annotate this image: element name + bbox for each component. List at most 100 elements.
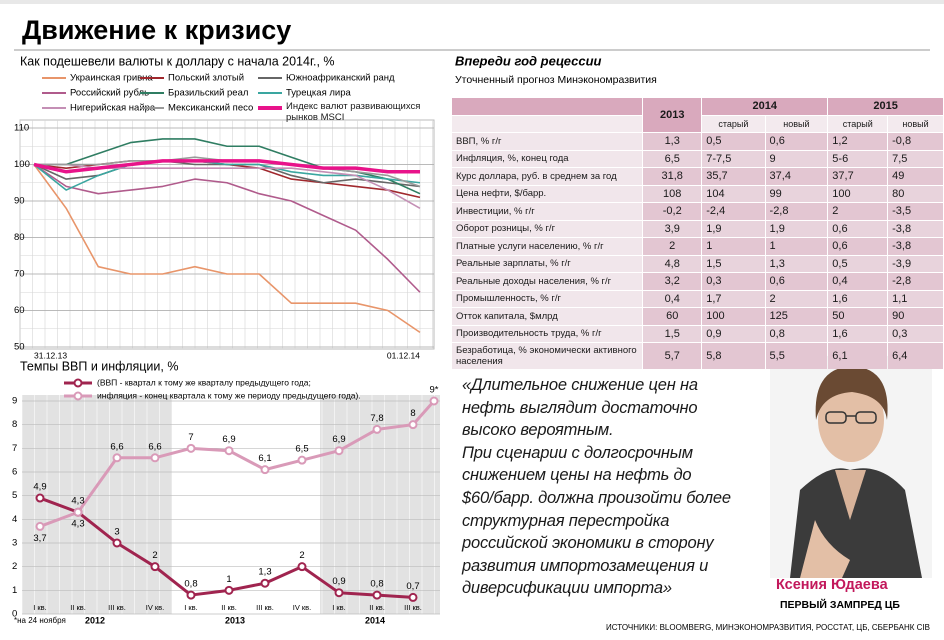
y-tick-label: 110 (14, 123, 29, 134)
cell: 0,6 (765, 273, 828, 290)
point (334, 446, 344, 456)
value-label: 6,9 (222, 434, 235, 445)
cell: 0,3 (888, 325, 943, 342)
cell: 5-6 (828, 150, 888, 167)
cell: 1 (702, 238, 765, 255)
series-line (33, 164, 421, 334)
cell: 60 (643, 308, 702, 325)
x-tick-label: I кв. (332, 603, 346, 612)
table-title: Впереди год рецессии (455, 53, 602, 68)
value-label: 0,7 (406, 581, 419, 592)
row-label: Реальные доходы населения, % г/г (452, 273, 643, 290)
legend-label: Бразильский реал (168, 88, 248, 99)
legend-label-box: Индекс валют развивающихся рынков MSCI (286, 101, 420, 123)
quote-line: российской экономики в сторону (462, 534, 714, 553)
cell: 2 (643, 238, 702, 255)
row-label: Инфляция, %, конец года (452, 150, 643, 167)
cell: 7-7,5 (702, 150, 765, 167)
row-label: Реальные зарплаты, % г/г (452, 255, 643, 272)
y-tick-label: 60 (14, 305, 25, 316)
cell: -3,8 (888, 238, 943, 255)
cell: 108 (643, 185, 702, 202)
value-label: 7 (188, 432, 193, 443)
person-position: ПЕРВЫЙ ЗАМПРЕД ЦБ (780, 598, 900, 611)
year-header: 2013 (643, 98, 702, 132)
x-tick-label: II кв. (70, 603, 86, 612)
year-label: 2012 (85, 615, 105, 625)
cell: -2,4 (702, 203, 765, 220)
cell: 0,6 (765, 133, 828, 150)
cell: 104 (702, 185, 765, 202)
cell: 1,9 (765, 220, 828, 237)
cell: -2,8 (888, 273, 943, 290)
value-label: 8 (410, 408, 415, 419)
cell: 49 (888, 168, 943, 185)
y-tick-label: 50 (14, 342, 25, 353)
point (429, 396, 439, 406)
point (408, 592, 418, 602)
quote-line: При сценарии с долгосрочным (462, 443, 693, 462)
cell: 7,5 (888, 150, 943, 167)
cell: -3,5 (888, 203, 943, 220)
row-label: Безработица, % экономически активного на… (452, 343, 643, 369)
point (372, 590, 382, 600)
value-label: 6,5 (295, 444, 308, 455)
table-row: Инвестиции, % г/г -0,2 -2,4 -2,8 2 -3,5 (452, 203, 943, 220)
legend-marker (73, 391, 83, 401)
point (372, 424, 382, 434)
point (150, 562, 160, 572)
y-tick-label: 7 (12, 443, 17, 454)
cell: 35,7 (702, 168, 765, 185)
x-tick-label: III кв. (256, 603, 274, 612)
x-tick-label: I кв. (33, 603, 47, 612)
point (35, 493, 45, 503)
row-label: ВВП, % г/г (452, 133, 643, 150)
legend-label: Украинская гривна (70, 73, 153, 84)
value-label: 6,1 (258, 453, 271, 464)
row-label: Инвестиции, % г/г (452, 203, 643, 220)
value-label: 6,9 (332, 434, 345, 445)
cell: 1,2 (828, 133, 888, 150)
y-tick-label: 2 (12, 561, 17, 572)
point (297, 455, 307, 465)
quote-line: структурная перестройка (462, 511, 670, 530)
person-name: Ксения Юдаева (776, 577, 889, 593)
cell: 37,7 (828, 168, 888, 185)
quote-line: «Длительное снижение цен на (462, 376, 698, 394)
point (224, 585, 234, 595)
value-label: 4,9 (33, 482, 46, 493)
cell: 1 (765, 238, 828, 255)
table-row: Реальные зарплаты, % г/г 4,8 1,5 1,3 0,5 -3,9 (452, 255, 943, 272)
quote-line: снижением цены на нефть до (462, 466, 692, 485)
subheader: старый (702, 115, 765, 132)
table-row: Инфляция, %, конец года 6,5 7-7,5 9 5-6 7,5 (452, 150, 943, 167)
cell: 3,2 (643, 273, 702, 290)
point (408, 420, 418, 430)
cell: 37,4 (765, 168, 828, 185)
cell: 1,3 (765, 255, 828, 272)
table-row: Платные услуги населению, % г/г 2 1 1 0,6 -3,… (452, 238, 943, 255)
table-subtitle: Уточненный прогноз Минэкономразвития (455, 74, 657, 86)
x-tick-label: IV кв. (146, 603, 165, 612)
table-row: Производительность труда, % г/г 1,5 0,9 0,8… (452, 325, 943, 342)
subheader: новый (765, 115, 828, 132)
legend-label: (ВВП - квартал к тому же кварталу предыд… (97, 377, 311, 387)
table-row: Безработица, % экономически активного на… (452, 343, 943, 369)
quote-line: $60/барр. должна произойти более (462, 488, 731, 507)
x-tick-label: 31.12.13 (34, 350, 67, 360)
cell: 0,9 (702, 325, 765, 342)
cell: -2,8 (765, 203, 828, 220)
y-tick-label: 80 (14, 232, 25, 243)
chart1-title: Как подешевели валюты к доллару с начала… (20, 54, 335, 68)
y-tick-label: 6 (12, 467, 17, 478)
cell: 125 (765, 308, 828, 325)
table-row: Промышленность, % г/г 0,4 1,7 2 1,6 1,1 (452, 290, 943, 307)
cell: 6,4 (888, 343, 943, 369)
cell: 1,1 (888, 290, 943, 307)
row-label: Курс доллара, руб. в среднем за год (452, 168, 643, 185)
cell: -0,2 (643, 203, 702, 220)
value-label: 4,3 (71, 519, 84, 530)
value-label: 9* (430, 385, 439, 396)
